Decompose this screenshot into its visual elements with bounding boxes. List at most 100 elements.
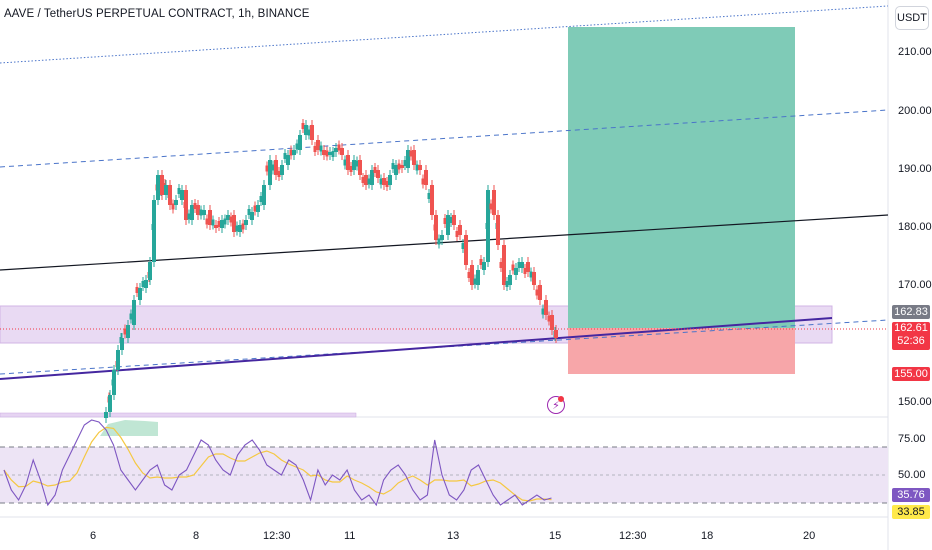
profit-zone[interactable] xyxy=(568,27,795,328)
candle-body xyxy=(376,170,380,178)
time-label-20: 20 xyxy=(803,530,816,542)
candle-body xyxy=(220,220,224,228)
candle-body xyxy=(283,153,287,159)
candle-body xyxy=(379,178,383,185)
currency-unit-button[interactable]: USDT xyxy=(895,6,929,30)
candle-body xyxy=(538,285,542,300)
candle-body xyxy=(205,218,209,225)
candle-body xyxy=(184,190,188,220)
support-trendline[interactable] xyxy=(0,317,833,380)
countdown-timer: 52:36 xyxy=(897,335,925,347)
candle-body xyxy=(370,170,374,185)
candle-body xyxy=(232,215,236,232)
candle-body xyxy=(171,203,175,210)
candle-body xyxy=(259,196,263,202)
candle-body xyxy=(367,178,371,185)
candle-body xyxy=(464,235,468,265)
candle-body xyxy=(443,218,447,224)
candle-body xyxy=(112,370,116,395)
candle-body xyxy=(138,288,142,300)
candle-body xyxy=(144,280,148,288)
candle-body xyxy=(397,163,401,170)
candle-body xyxy=(394,165,398,175)
candle-body xyxy=(554,330,558,338)
candle-body xyxy=(328,152,332,155)
time-label-8: 8 xyxy=(193,530,200,542)
candle-body xyxy=(403,160,407,166)
candle-body xyxy=(135,287,139,293)
candle-body xyxy=(244,220,248,225)
candle-body xyxy=(141,281,145,287)
candle-body xyxy=(262,185,266,205)
candle-body xyxy=(400,165,404,168)
candle-body xyxy=(280,165,284,175)
candle-body xyxy=(520,262,524,268)
rsi-ma-line xyxy=(3,426,552,502)
candle-body xyxy=(193,203,197,209)
time-label-13: 13 xyxy=(447,530,460,542)
candle-body xyxy=(440,235,444,240)
candle-body xyxy=(523,268,527,274)
candle-body xyxy=(116,350,120,370)
candle-body xyxy=(476,270,480,285)
candle-body xyxy=(325,150,329,157)
black-trendline[interactable] xyxy=(0,214,889,271)
candle-body xyxy=(148,262,152,280)
candle-body xyxy=(547,315,551,322)
candle-body xyxy=(316,140,320,150)
candle-body xyxy=(418,165,422,170)
candle-body xyxy=(385,181,389,187)
lightning-bolt-icon[interactable]: ⚡ xyxy=(547,396,565,414)
candle-body xyxy=(364,175,368,185)
candle-body xyxy=(358,160,362,175)
candle-body xyxy=(229,216,233,223)
candle-body xyxy=(452,215,456,225)
candle-body xyxy=(391,163,395,169)
candle-body xyxy=(319,145,323,152)
candle-body xyxy=(430,185,434,215)
candle-body xyxy=(427,193,431,199)
candle-body xyxy=(437,238,441,245)
loss-zone[interactable] xyxy=(568,328,795,374)
candle-body xyxy=(541,308,545,315)
candle-body xyxy=(304,125,308,135)
lower-zone-band[interactable] xyxy=(0,412,357,418)
candle-body xyxy=(544,300,548,315)
candle-body xyxy=(505,281,509,287)
candle-body xyxy=(196,205,200,215)
rsi-value-tag: 35.76 xyxy=(892,488,930,502)
rsi-tick-75: 75.00 xyxy=(898,433,926,445)
candle-body xyxy=(446,215,450,235)
candle-body xyxy=(104,412,108,418)
candle-body xyxy=(461,243,465,249)
candle-body xyxy=(253,205,257,212)
candle-body xyxy=(190,205,194,220)
candle-body xyxy=(214,225,218,228)
mid-channel-line[interactable] xyxy=(0,109,889,168)
time-label-1230-a: 12:30 xyxy=(263,530,291,542)
candle-body xyxy=(174,200,178,205)
candle-body xyxy=(479,259,483,265)
candle-body xyxy=(535,289,539,296)
candle-body xyxy=(289,149,293,156)
candle-body xyxy=(331,151,335,157)
candle-body xyxy=(168,185,172,205)
candle-body xyxy=(108,395,112,412)
candle-body xyxy=(458,225,462,235)
alert-dot-icon xyxy=(558,396,564,402)
candle-body xyxy=(217,221,221,227)
candle-body xyxy=(526,262,530,272)
candle-body xyxy=(511,264,515,271)
upper-channel-line[interactable] xyxy=(0,5,889,64)
candle-body xyxy=(129,313,133,320)
candle-body xyxy=(486,190,490,262)
rsi-tick-50: 50.00 xyxy=(898,469,926,481)
candle-body xyxy=(164,185,168,195)
candle-body xyxy=(301,123,305,129)
candle-body xyxy=(473,278,477,285)
candle-body xyxy=(517,262,521,268)
candle-body xyxy=(298,135,302,150)
candle-body xyxy=(292,150,296,155)
